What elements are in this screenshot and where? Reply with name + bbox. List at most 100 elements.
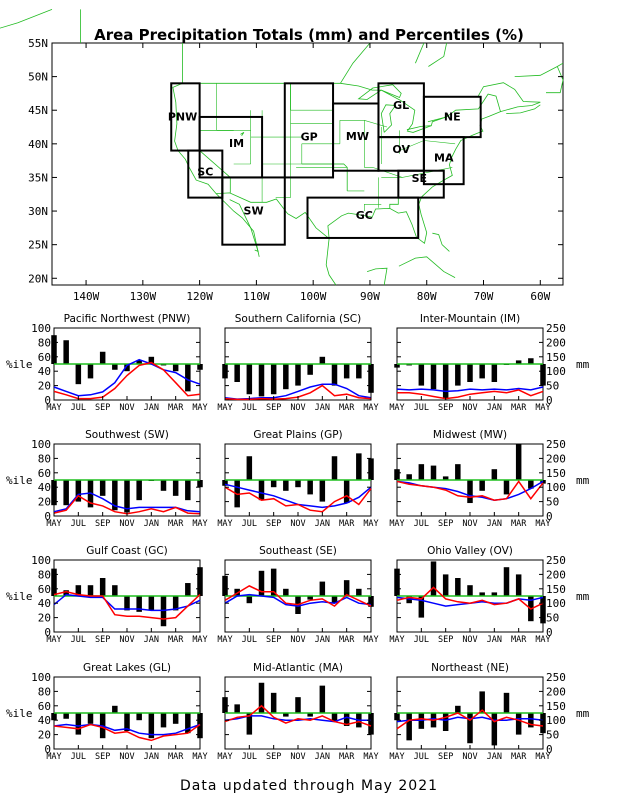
percentile-bar: [455, 364, 461, 386]
observed-mm-line: [224, 585, 372, 608]
pct-tick-label: 40: [38, 714, 51, 727]
percentile-bar: [75, 364, 82, 385]
panel-title: Mid-Atlantic (MA): [253, 662, 343, 674]
month-tick-label: JAN: [144, 519, 159, 529]
state-border-line: [364, 167, 453, 178]
mm-tick-label: 100: [546, 597, 566, 610]
month-tick-label: JAN: [144, 752, 159, 762]
panel-title: Southern California (SC): [235, 313, 362, 325]
month-tick-label: JUL: [242, 403, 257, 413]
month-tick-label: MAY: [535, 635, 550, 645]
percentile-bar: [124, 596, 130, 611]
map-border-line: [380, 104, 397, 133]
panel-title: Pacific Northwest (PNW): [64, 313, 191, 325]
percentile-bar: [343, 480, 350, 504]
mm-tick-label: 50: [546, 612, 559, 625]
percentile-bar: [160, 713, 167, 728]
panel-3: Inter-Mountain (IM) MAY JUL SEP NOV JAN MAR MAY…: [389, 313, 589, 413]
percentile-bar: [234, 364, 240, 382]
percentile-bar: [172, 713, 179, 724]
month-tick-label: JUL: [71, 635, 86, 645]
month-tick-label: MAY: [46, 519, 61, 529]
map-border-line: [428, 42, 447, 67]
region-box-gc: [306, 196, 420, 239]
map-border-line: [427, 115, 449, 123]
map-border-line: [340, 42, 371, 84]
month-tick-label: JUL: [71, 403, 86, 413]
month-tick-label: MAR: [168, 403, 184, 413]
percentile-bar: [442, 713, 449, 731]
month-tick-label: SEP: [438, 403, 453, 413]
pct-tick-label: 20: [38, 380, 51, 393]
month-tick-label: MAY: [389, 752, 404, 762]
month-tick-label: JAN: [487, 403, 502, 413]
month-tick-label: SEP: [266, 519, 281, 529]
pct-axis-label: %ile: [6, 358, 33, 371]
percentile-bar: [51, 568, 57, 596]
month-tick-label: MAR: [168, 635, 184, 645]
panel-7: Gulf Coast (GC)MAY JUL SEP NOV JAN MAR MAY0204…: [6, 545, 208, 645]
month-tick-label: JAN: [487, 752, 502, 762]
month-tick-label: SEP: [438, 752, 453, 762]
month-tick-label: MAY: [46, 635, 61, 645]
pct-axis-label: %ile: [6, 707, 33, 720]
percentile-bar: [528, 358, 534, 364]
map-border-line: [229, 199, 259, 253]
month-tick-label: MAY: [217, 635, 232, 645]
percentile-bar: [75, 585, 82, 596]
map-border-line: [366, 267, 388, 286]
percentile-bar: [467, 480, 473, 504]
percentile-bar: [491, 592, 498, 596]
normal-mm-line: [53, 593, 201, 612]
percentile-bar: [467, 713, 473, 744]
month-tick-label: MAR: [511, 752, 527, 762]
percentile-bar: [331, 596, 338, 604]
percentile-bar: [63, 340, 69, 364]
mm-tick-label: 200: [546, 568, 566, 581]
map-lat-label: 50N: [28, 71, 48, 84]
pct-tick-label: 80: [38, 336, 51, 349]
percentile-bar: [87, 585, 94, 596]
percentile-bar: [99, 351, 106, 364]
percentile-bar: [99, 578, 106, 596]
percentile-bar: [442, 574, 449, 596]
percentile-bar: [112, 480, 118, 511]
panel-title: Inter-Mountain (IM): [420, 313, 520, 325]
percentile-bar: [136, 360, 142, 364]
percentile-bar: [356, 364, 362, 379]
region-label-pnw: PNW: [168, 110, 197, 123]
percentile-bar: [148, 713, 155, 739]
percentile-bar: [295, 480, 301, 488]
percentile-bar: [63, 713, 69, 719]
map-border-line: [477, 82, 541, 112]
percentile-bar: [148, 596, 155, 611]
observed-mm-line: [53, 590, 201, 620]
percentile-bar: [368, 596, 374, 607]
us-regions-map: PNW SC IM SW GP MW GL NE OV MA SE GC 55N 50N 45N 40N 35…: [0, 9, 564, 303]
month-tick-label: SEP: [95, 403, 110, 413]
month-tick-label: JAN: [315, 403, 330, 413]
map-lat-label: 20N: [28, 272, 48, 285]
mm-tick-label: 200: [546, 685, 566, 698]
mm-tick-label: 200: [546, 336, 566, 349]
map-border-line: [514, 62, 564, 77]
month-tick-label: SEP: [438, 635, 453, 645]
month-tick-label: SEP: [95, 635, 110, 645]
month-tick-label: MAY: [46, 403, 61, 413]
percentile-bar: [148, 356, 155, 364]
region-label-gl: GL: [393, 99, 409, 112]
percentile-bar: [112, 585, 118, 596]
month-tick-label: MAY: [535, 519, 550, 529]
percentile-bar: [467, 585, 473, 596]
percentile-bar: [172, 364, 179, 372]
percentile-bar: [442, 364, 449, 399]
percentile-bar: [222, 575, 228, 596]
percentile-bar: [368, 364, 374, 393]
percentile-bar: [356, 453, 362, 480]
mm-axis-label: mm: [576, 358, 590, 371]
pct-axis-label: %ile: [6, 590, 33, 603]
month-tick-label: MAR: [511, 635, 527, 645]
normal-mm-line: [396, 386, 544, 393]
percentile-bar: [430, 465, 437, 480]
month-tick-label: NOV: [462, 752, 477, 762]
